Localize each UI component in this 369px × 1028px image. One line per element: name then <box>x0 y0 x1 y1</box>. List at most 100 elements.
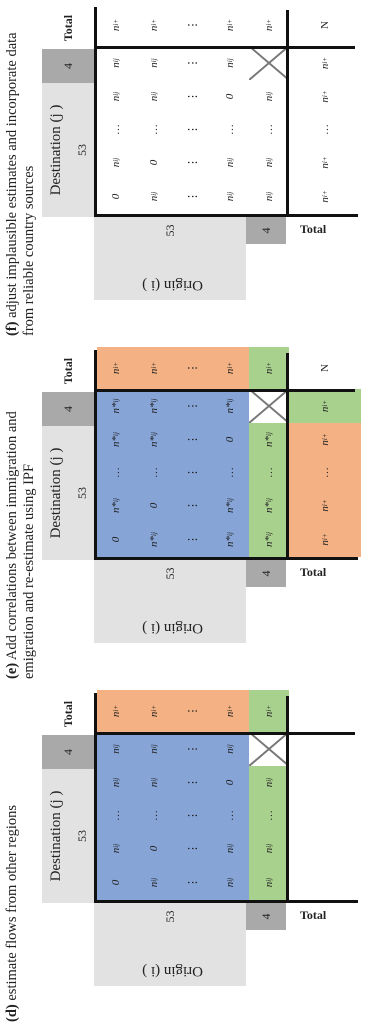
matrix-cell: N <box>289 4 361 46</box>
col-header-53: 53 <box>70 426 94 560</box>
matrix-cell: ⋮ <box>173 489 211 522</box>
od-matrix: 0 n* ij… n* ij n* ij n i+ n* ij 0… n* ij n* ij n i+ ⋮ ⋮ ⋮ ⋮ ⋮ ⋮… <box>94 347 361 560</box>
panel-f: (f) adjust implausible estimates and inc… <box>0 2 369 342</box>
matrix-cell: 0 <box>97 522 135 557</box>
row-header-total: Total <box>300 222 327 236</box>
matrix-cell: … <box>211 456 249 489</box>
matrix-cell: n ij <box>97 80 135 113</box>
caption-letter: (f) <box>4 321 20 337</box>
matrix-cell: n* ij <box>249 423 289 456</box>
matrix-cell: n ij <box>211 865 249 900</box>
matrix-cell: n ij <box>135 732 173 766</box>
destination-label: Destination (j ) <box>42 769 70 903</box>
matrix-cell: n* ij <box>249 489 289 522</box>
total-column-separator <box>97 389 355 392</box>
matrix-cell: n* ij <box>211 522 249 557</box>
caption-letter: (d) <box>4 1004 20 1022</box>
matrix-cell: ⋮ <box>173 4 211 46</box>
matrix-cell: n i+ <box>289 522 361 557</box>
destination-label: Destination (j ) <box>42 83 70 217</box>
matrix-cell: n ij <box>211 179 249 214</box>
matrix-cell: 0 <box>211 423 249 456</box>
matrix-cell: n ij <box>211 146 249 179</box>
matrix-cell: n ij <box>249 80 289 113</box>
matrix-cell: … <box>97 799 135 832</box>
matrix-cell: n* ij <box>135 389 173 423</box>
matrix-cell: n ij <box>97 732 135 766</box>
col-header-total: Total <box>61 700 75 728</box>
matrix-cell: n* ij <box>211 389 249 423</box>
matrix-cell: n* ij <box>97 389 135 423</box>
matrix-cell <box>289 832 361 865</box>
matrix-cell: ⋮ <box>173 799 211 832</box>
matrix-cell: n i+ <box>289 389 361 423</box>
total-row-separator <box>286 696 289 900</box>
matrix-cell: n* ij <box>211 489 249 522</box>
row-header-53: 53 <box>94 903 246 930</box>
matrix-cell: ⋮ <box>173 46 211 80</box>
matrix-cell: ⋮ <box>173 146 211 179</box>
matrix-cell: ⋮ <box>173 456 211 489</box>
matrix-cell: n ij <box>211 46 249 80</box>
panel-caption: (d) estimate flows from other regions <box>4 692 21 1022</box>
od-matrix: 0 n ij… n ij n ij n i+ n ij 0… n ij n ij n i+ ⋮ ⋮ ⋮ ⋮ ⋮ ⋮ n ij n ij… <box>94 4 361 217</box>
panel-caption: (e) Add correlations between immigration… <box>4 349 38 679</box>
row-header-total: Total <box>300 908 327 922</box>
matrix-cell: n i+ <box>97 347 135 389</box>
matrix-cell: n i+ <box>97 4 135 46</box>
caption-letter: (e) <box>4 662 20 679</box>
cross-icon <box>249 732 289 766</box>
excluded-cell-cross <box>249 732 289 766</box>
matrix-cell: n ij <box>135 80 173 113</box>
col-header-53: 53 <box>70 769 94 903</box>
matrix-cell: n i+ <box>289 146 361 179</box>
matrix-cell: … <box>289 113 361 146</box>
matrix-cell: n i+ <box>289 179 361 214</box>
matrix-cell: … <box>97 113 135 146</box>
total-column-separator <box>97 732 355 735</box>
matrix-cell: … <box>249 799 289 832</box>
matrix-cell: 0 <box>97 179 135 214</box>
matrix-cell: n ij <box>97 766 135 799</box>
matrix-cell: n* ij <box>97 423 135 456</box>
matrix-cell: n i+ <box>135 690 173 732</box>
matrix-cell: 0 <box>135 489 173 522</box>
matrix-cell: … <box>249 113 289 146</box>
matrix-cell: ⋮ <box>173 522 211 557</box>
od-matrix: 0 n ij… n ij n ij n i+ n ij 0… n ij n ij n i+ ⋮ ⋮ ⋮ ⋮ ⋮ ⋮ n ij n ij… <box>94 690 361 903</box>
col-header-total: Total <box>61 357 75 385</box>
matrix-cell: n ij <box>135 865 173 900</box>
matrix-cell <box>289 766 361 799</box>
panel-e: (e) Add correlations between immigration… <box>0 345 369 685</box>
cross-icon <box>249 389 289 423</box>
col-header-total: Total <box>61 14 75 42</box>
matrix-cell: … <box>135 799 173 832</box>
matrix-cell: … <box>211 113 249 146</box>
matrix-cell: n i+ <box>289 80 361 113</box>
matrix-cell: n ij <box>249 146 289 179</box>
row-header-53: 53 <box>94 217 246 244</box>
excluded-cell-cross <box>249 46 289 80</box>
row-header-4: 4 <box>246 217 286 244</box>
origin-label: Origin (i ) <box>142 277 203 293</box>
row-header-total: Total <box>300 565 327 579</box>
matrix-cell: ⋮ <box>173 766 211 799</box>
matrix-cell: n ij <box>135 46 173 80</box>
matrix-cell: ⋮ <box>173 690 211 732</box>
matrix-cell: n ij <box>211 832 249 865</box>
col-header-4: 4 <box>42 392 94 426</box>
matrix-cell: … <box>289 456 361 489</box>
matrix-cell: ⋮ <box>173 347 211 389</box>
matrix-cell: n ij <box>135 179 173 214</box>
matrix-cell: n i+ <box>135 4 173 46</box>
origin-label: Origin (i ) <box>142 963 203 979</box>
matrix-cell: … <box>211 799 249 832</box>
matrix-cell <box>289 732 361 766</box>
caption-text: adjust implausible estimates and incorpo… <box>4 32 37 336</box>
matrix-cell: n i+ <box>135 347 173 389</box>
matrix-cell: ⋮ <box>173 865 211 900</box>
matrix-cell: n i+ <box>211 4 249 46</box>
row-header-4: 4 <box>246 903 286 930</box>
matrix-cell: 0 <box>135 832 173 865</box>
